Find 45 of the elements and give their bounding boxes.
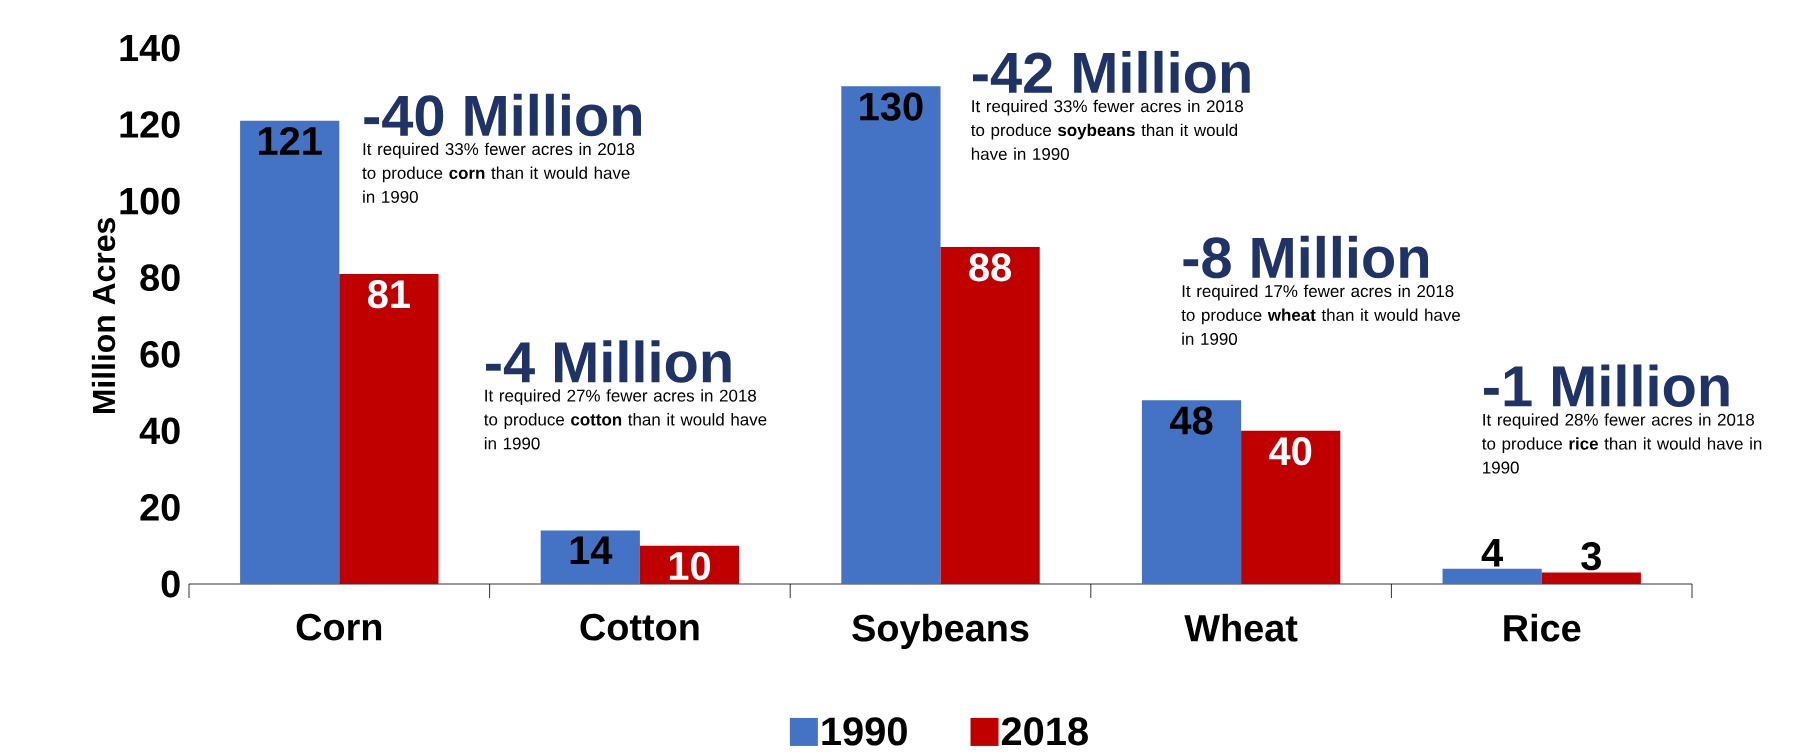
bar	[940, 247, 1040, 584]
text: It required 28% fewer acres in 2018 to produce rice than it would have in 1990	[1482, 413, 1762, 474]
x-tick-label: Soybeans	[852, 613, 1029, 650]
legend-label: 2018	[1001, 717, 1088, 746]
text: It required 33% fewer acres in 2018 to produce corn than it would have in 1990	[362, 142, 635, 203]
data-label: 3	[1581, 542, 1601, 571]
data-label: 88	[969, 253, 1012, 282]
x-tick-label: Wheat	[1184, 613, 1298, 642]
bar	[339, 273, 439, 584]
data-label: 130	[860, 92, 923, 121]
annotation: -1 Million	[1484, 364, 1729, 407]
y-tick-label: 140	[120, 34, 180, 62]
data-label: 14	[570, 536, 613, 565]
y-tick-label: 120	[120, 111, 180, 138]
bar	[1141, 400, 1242, 584]
y-axis-title: Million Acres	[91, 218, 116, 414]
bar	[1241, 430, 1341, 584]
y-tick-label: 20	[140, 494, 180, 521]
annotation: -8 Million	[1183, 235, 1428, 279]
text: It required 33% fewer acres in 2018 to produce soybeans than it would have in 1990	[971, 99, 1243, 161]
y-tick-label: 80	[140, 264, 180, 292]
bar	[841, 86, 941, 584]
annotation: -42 Million	[973, 50, 1250, 94]
bar	[1442, 568, 1542, 584]
x-tick-label: Corn	[296, 613, 382, 641]
annotation: -40 Million	[364, 93, 641, 137]
x-tick-label: Rice	[1504, 613, 1581, 642]
y-tick-label: 60	[140, 340, 180, 368]
data-label: 4	[1481, 539, 1503, 567]
data-label: 48	[1169, 406, 1213, 435]
annotation: -4 Million	[486, 340, 731, 383]
bar	[1541, 572, 1641, 584]
data-label: 10	[669, 551, 711, 581]
x-tick-label: Cotton	[580, 613, 699, 641]
bar	[240, 120, 340, 584]
y-tick-label: 0	[161, 570, 180, 598]
y-tick-label: 40	[139, 417, 180, 445]
y-tick-label: 100	[120, 187, 180, 215]
data-label: 40	[1269, 437, 1312, 466]
text: It required 27% fewer acres in 2018 to produce cotton than it would have in 1990	[484, 389, 767, 450]
text: It required 17% fewer acres in 2018 to produce wheat than it would have in 1990	[1181, 284, 1461, 345]
data-label: 81	[368, 280, 410, 309]
bar	[540, 530, 640, 584]
legend-label: 1990	[822, 717, 907, 746]
data-label: 121	[258, 126, 322, 155]
